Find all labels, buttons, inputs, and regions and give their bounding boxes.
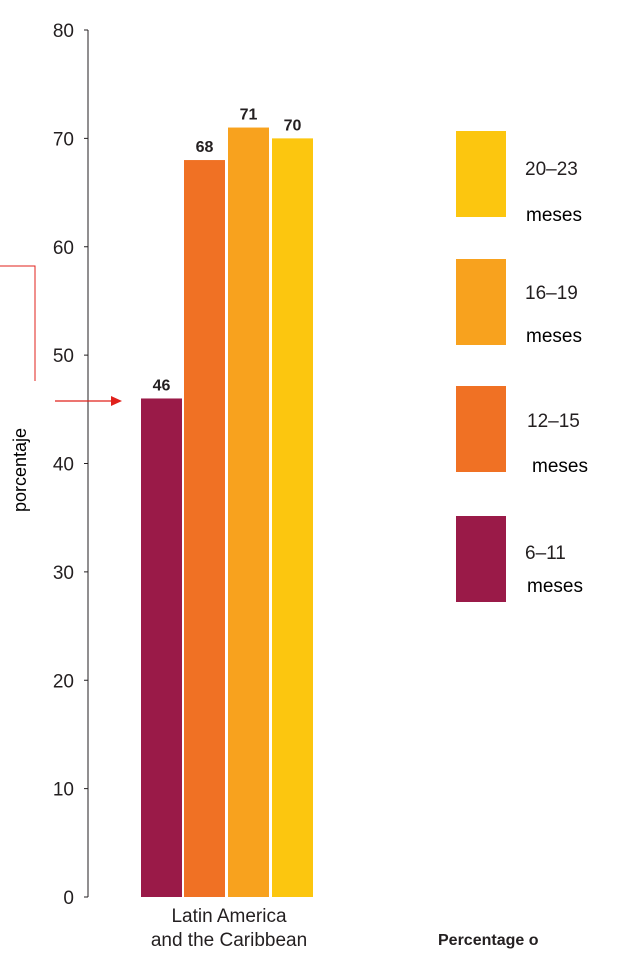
y-tick-label: 20 bbox=[53, 671, 74, 692]
bar-16-19 bbox=[228, 127, 269, 898]
data-label: 68 bbox=[196, 139, 214, 156]
legend: 20–23 meses 16–19 meses 12–15 meses 6–11 meses bbox=[456, 131, 588, 602]
bar-20-23 bbox=[272, 138, 313, 897]
data-label: 71 bbox=[240, 107, 258, 124]
y-tick-label: 70 bbox=[53, 129, 74, 150]
data-label: 46 bbox=[153, 377, 171, 394]
y-axis-label: porcentaje bbox=[10, 428, 30, 512]
y-axis: 0 10 20 30 40 50 60 70 80 bbox=[53, 21, 89, 909]
legend-swatch bbox=[456, 131, 506, 217]
legend-range-label: 12–15 bbox=[527, 411, 580, 432]
bar-12-15 bbox=[184, 160, 225, 898]
legend-item-12-15: 12–15 meses bbox=[456, 386, 588, 477]
x-category-label: Latin America and the Caribbean bbox=[151, 906, 307, 951]
legend-range-label: 16–19 bbox=[525, 283, 578, 304]
legend-unit-label: meses bbox=[532, 456, 588, 477]
legend-swatch bbox=[456, 259, 506, 345]
legend-unit-label: meses bbox=[526, 205, 582, 226]
y-tick-label: 80 bbox=[53, 21, 74, 42]
legend-swatch bbox=[456, 386, 506, 472]
x-axis-categories: Latin America and the Caribbean bbox=[151, 906, 307, 951]
y-tick-label: 40 bbox=[53, 455, 74, 476]
y-tick-label: 60 bbox=[53, 238, 74, 259]
annotation bbox=[0, 265, 122, 406]
legend-unit-label: meses bbox=[526, 326, 582, 347]
legend-swatch bbox=[456, 516, 506, 602]
bar-6-11 bbox=[141, 398, 182, 897]
legend-item-20-23: 20–23 meses bbox=[456, 131, 582, 226]
data-label: 70 bbox=[284, 117, 302, 134]
legend-unit-label: meses bbox=[527, 576, 583, 597]
y-tick-label: 30 bbox=[53, 563, 74, 584]
bars: 46 68 71 70 bbox=[141, 107, 313, 898]
y-tick-label: 0 bbox=[63, 888, 74, 909]
y-tick-label: 10 bbox=[53, 780, 74, 801]
footer-caption: Percentage o bbox=[438, 932, 539, 949]
y-tick-label: 50 bbox=[53, 346, 74, 367]
legend-item-16-19: 16–19 meses bbox=[456, 259, 582, 347]
legend-item-6-11: 6–11 meses bbox=[456, 516, 583, 602]
legend-range-label: 6–11 bbox=[525, 543, 566, 564]
annotation-bracket-line bbox=[0, 265, 36, 381]
legend-range-label: 20–23 bbox=[525, 159, 578, 180]
annotation-arrow-head bbox=[111, 396, 122, 406]
